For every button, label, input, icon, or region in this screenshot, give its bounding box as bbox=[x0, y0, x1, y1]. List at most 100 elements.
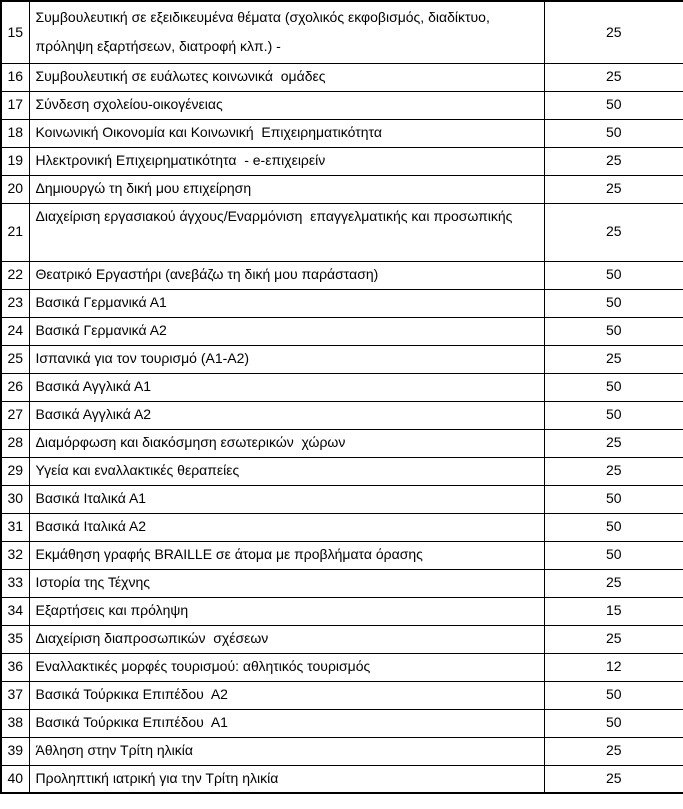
row-number: 32 bbox=[0, 540, 30, 570]
course-hours: 25 bbox=[543, 62, 683, 92]
course-hours: 50 bbox=[543, 680, 683, 710]
course-hours: 25 bbox=[543, 146, 683, 176]
table-row: 35 Διαχείριση διαπροσωπικών σχέσεων 25 bbox=[0, 624, 683, 654]
table-row: 21 Διαχείριση εργασιακού άγχους/Εναρμόνι… bbox=[0, 202, 683, 262]
table-row: 22 Θεατρικό Εργαστήρι (ανεβάζω τη δική μ… bbox=[0, 260, 683, 290]
course-hours: 50 bbox=[543, 316, 683, 346]
course-hours: 50 bbox=[543, 260, 683, 290]
course-title: Βασικά Τούρκικα Επιπέδου Α2 bbox=[28, 680, 545, 710]
course-title: Θεατρικό Εργαστήρι (ανεβάζω τη δική μου … bbox=[28, 260, 545, 290]
course-hours: 25 bbox=[543, 736, 683, 766]
course-title: Βασικά Ιταλικά Α1 bbox=[28, 484, 545, 514]
table-row: 20 Δημιουργώ τη δική μου επιχείρηση 25 bbox=[0, 174, 683, 204]
course-title: Βασικά Γερμανικά Α2 bbox=[28, 316, 545, 346]
table-row: 33 Ιστορία της Τέχνης 25 bbox=[0, 568, 683, 598]
table-row: 31 Βασικά Ιταλικά Α2 50 bbox=[0, 512, 683, 542]
table-row: 16 Συμβουλευτική σε ευάλωτες κοινωνικά ο… bbox=[0, 62, 683, 92]
table-row: 18 Κοινωνική Οικονομία και Κοινωνική Επι… bbox=[0, 118, 683, 148]
row-number: 21 bbox=[0, 202, 30, 262]
table-row: 15 Συμβουλευτική σε εξειδικευμένα θέματα… bbox=[0, 0, 683, 64]
course-hours: 25 bbox=[543, 428, 683, 458]
table-row: 19 Ηλεκτρονική Επιχειρηματικότητα - e-επ… bbox=[0, 146, 683, 176]
course-title: Ισπανικά για τον τουρισμό (Α1-Α2) bbox=[28, 344, 545, 374]
course-title: Συμβουλευτική σε ευάλωτες κοινωνικά ομάδ… bbox=[28, 62, 545, 92]
row-number: 28 bbox=[0, 428, 30, 458]
row-number: 30 bbox=[0, 484, 30, 514]
table-row: 17 Σύνδεση σχολείου-οικογένειας 50 bbox=[0, 90, 683, 120]
course-hours: 50 bbox=[543, 400, 683, 430]
row-number: 40 bbox=[0, 764, 30, 794]
course-hours: 50 bbox=[543, 372, 683, 402]
table-row: 25 Ισπανικά για τον τουρισμό (Α1-Α2) 25 bbox=[0, 344, 683, 374]
course-hours: 25 bbox=[543, 0, 683, 64]
course-title: Βασικά Αγγλικά Α1 bbox=[28, 372, 545, 402]
course-title: Βασικά Αγγλικά Α2 bbox=[28, 400, 545, 430]
table-row: 26 Βασικά Αγγλικά Α1 50 bbox=[0, 372, 683, 402]
course-hours: 25 bbox=[543, 344, 683, 374]
course-title: Διαμόρφωση και διακόσμηση εσωτερικών χώρ… bbox=[28, 428, 545, 458]
course-hours: 25 bbox=[543, 624, 683, 654]
course-title: Διαχείριση εργασιακού άγχους/Εναρμόνιση … bbox=[28, 202, 545, 262]
table-row: 32 Εκμάθηση γραφής BRAILLE σε άτομα με π… bbox=[0, 540, 683, 570]
table-row: 27 Βασικά Αγγλικά Α2 50 bbox=[0, 400, 683, 430]
course-title: Ιστορία της Τέχνης bbox=[28, 568, 545, 598]
course-hours: 25 bbox=[543, 764, 683, 794]
row-number: 16 bbox=[0, 62, 30, 92]
table-row: 23 Βασικά Γερμανικά Α1 50 bbox=[0, 288, 683, 318]
course-title: Εξαρτήσεις και πρόληψη bbox=[28, 596, 545, 626]
course-title: Βασικά Γερμανικά Α1 bbox=[28, 288, 545, 318]
row-number: 38 bbox=[0, 708, 30, 738]
row-number: 27 bbox=[0, 400, 30, 430]
table-row: 24 Βασικά Γερμανικά Α2 50 bbox=[0, 316, 683, 346]
table-row: 30 Βασικά Ιταλικά Α1 50 bbox=[0, 484, 683, 514]
row-number: 34 bbox=[0, 596, 30, 626]
row-number: 15 bbox=[0, 0, 30, 64]
course-title: Υγεία και εναλλακτικές θεραπείες bbox=[28, 456, 545, 486]
course-title: Βασικά Τούρκικα Επιπέδου Α1 bbox=[28, 708, 545, 738]
course-hours: 25 bbox=[543, 174, 683, 204]
course-hours: 50 bbox=[543, 484, 683, 514]
table-row: 39 Άθληση στην Τρίτη ηλικία 25 bbox=[0, 736, 683, 766]
row-number: 17 bbox=[0, 90, 30, 120]
course-hours: 25 bbox=[543, 568, 683, 598]
course-hours: 50 bbox=[543, 118, 683, 148]
course-title: Δημιουργώ τη δική μου επιχείρηση bbox=[28, 174, 545, 204]
row-number: 35 bbox=[0, 624, 30, 654]
row-number: 31 bbox=[0, 512, 30, 542]
course-title: Ηλεκτρονική Επιχειρηματικότητα - e-επιχε… bbox=[28, 146, 545, 176]
course-title: Άθληση στην Τρίτη ηλικία bbox=[28, 736, 545, 766]
row-number: 18 bbox=[0, 118, 30, 148]
course-hours: 15 bbox=[543, 596, 683, 626]
course-hours: 50 bbox=[543, 288, 683, 318]
course-hours: 25 bbox=[543, 202, 683, 262]
table-row: 29 Υγεία και εναλλακτικές θεραπείες 25 bbox=[0, 456, 683, 486]
course-hours: 12 bbox=[543, 652, 683, 682]
row-number: 24 bbox=[0, 316, 30, 346]
course-title: Εκμάθηση γραφής BRAILLE σε άτομα με προβ… bbox=[28, 540, 545, 570]
table-row: 40 Προληπτική ιατρική για την Τρίτη ηλικ… bbox=[0, 764, 683, 794]
course-title: Εναλλακτικές μορφές τουρισμού: αθλητικός… bbox=[28, 652, 545, 682]
table-row: 34 Εξαρτήσεις και πρόληψη 15 bbox=[0, 596, 683, 626]
course-title: Σύνδεση σχολείου-οικογένειας bbox=[28, 90, 545, 120]
row-number: 39 bbox=[0, 736, 30, 766]
row-number: 23 bbox=[0, 288, 30, 318]
course-hours: 50 bbox=[543, 90, 683, 120]
course-hours: 50 bbox=[543, 708, 683, 738]
row-number: 25 bbox=[0, 344, 30, 374]
course-title: Διαχείριση διαπροσωπικών σχέσεων bbox=[28, 624, 545, 654]
course-hours: 50 bbox=[543, 540, 683, 570]
course-hours: 25 bbox=[543, 456, 683, 486]
course-title: Συμβουλευτική σε εξειδικευμένα θέματα (σ… bbox=[28, 0, 545, 64]
row-number: 37 bbox=[0, 680, 30, 710]
course-hours: 50 bbox=[543, 512, 683, 542]
table-row: 37 Βασικά Τούρκικα Επιπέδου Α2 50 bbox=[0, 680, 683, 710]
row-number: 26 bbox=[0, 372, 30, 402]
table-row: 36 Εναλλακτικές μορφές τουρισμού: αθλητι… bbox=[0, 652, 683, 682]
table-row: 28 Διαμόρφωση και διακόσμηση εσωτερικών … bbox=[0, 428, 683, 458]
course-title: Προληπτική ιατρική για την Τρίτη ηλικία bbox=[28, 764, 545, 794]
row-number: 22 bbox=[0, 260, 30, 290]
row-number: 36 bbox=[0, 652, 30, 682]
